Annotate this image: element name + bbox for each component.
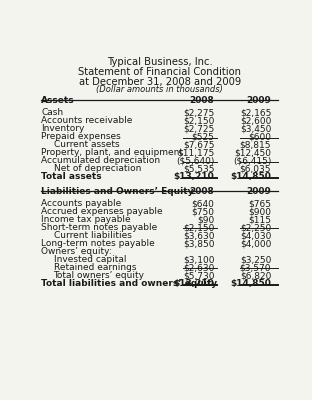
Text: $3,450: $3,450 (240, 124, 271, 133)
Text: $12,450: $12,450 (234, 148, 271, 158)
Text: Statement of Financial Condition: Statement of Financial Condition (78, 67, 241, 77)
Text: Accounts payable: Accounts payable (41, 199, 122, 208)
Text: $115: $115 (248, 215, 271, 224)
Text: (Dollar amounts in thousands): (Dollar amounts in thousands) (96, 85, 223, 94)
Text: $13,210: $13,210 (173, 279, 214, 288)
Text: $4,000: $4,000 (240, 239, 271, 248)
Text: $3,850: $3,850 (183, 239, 214, 248)
Text: $11,175: $11,175 (177, 148, 214, 158)
Text: $2,600: $2,600 (240, 116, 271, 125)
Text: $2,165: $2,165 (240, 108, 271, 117)
Text: $765: $765 (248, 199, 271, 208)
Text: $14,850: $14,850 (230, 172, 271, 182)
Text: 2009: 2009 (246, 187, 271, 196)
Text: $6,820: $6,820 (240, 271, 271, 280)
Text: $4,030: $4,030 (240, 231, 271, 240)
Text: Invested capital: Invested capital (54, 255, 126, 264)
Text: $14,850: $14,850 (230, 279, 271, 288)
Text: $5,535: $5,535 (183, 164, 214, 174)
Text: Long-term notes payable: Long-term notes payable (41, 239, 155, 248)
Text: $2,150: $2,150 (183, 223, 214, 232)
Text: $90: $90 (197, 215, 214, 224)
Text: Total assets: Total assets (41, 172, 102, 182)
Text: $2,630: $2,630 (183, 263, 214, 272)
Text: Inventory: Inventory (41, 124, 85, 133)
Text: ($6,415): ($6,415) (233, 156, 271, 166)
Text: Total owners’ equity: Total owners’ equity (54, 271, 144, 280)
Text: Retained earnings: Retained earnings (54, 263, 136, 272)
Text: $3,570: $3,570 (240, 263, 271, 272)
Text: 2008: 2008 (190, 187, 214, 196)
Text: Net of depreciation: Net of depreciation (54, 164, 141, 174)
Text: $2,725: $2,725 (183, 124, 214, 133)
Text: 2009: 2009 (246, 96, 271, 105)
Text: Owners’ equity:: Owners’ equity: (41, 247, 112, 256)
Text: $2,275: $2,275 (183, 108, 214, 117)
Text: Current liabilities: Current liabilities (54, 231, 131, 240)
Text: 2008: 2008 (190, 96, 214, 105)
Text: $5,730: $5,730 (183, 271, 214, 280)
Text: $640: $640 (192, 199, 214, 208)
Text: $525: $525 (192, 132, 214, 141)
Text: Current assets: Current assets (54, 140, 119, 150)
Text: $3,250: $3,250 (240, 255, 271, 264)
Text: $3,630: $3,630 (183, 231, 214, 240)
Text: Cash: Cash (41, 108, 64, 117)
Text: Liabilities and Owners’ Equity: Liabilities and Owners’ Equity (41, 187, 194, 196)
Text: Property, plant, and equipment: Property, plant, and equipment (41, 148, 183, 158)
Text: Accrued expenses payable: Accrued expenses payable (41, 207, 163, 216)
Text: Assets: Assets (41, 96, 75, 105)
Text: $6,035: $6,035 (240, 164, 271, 174)
Text: $600: $600 (248, 132, 271, 141)
Text: Accounts receivable: Accounts receivable (41, 116, 133, 125)
Text: $7,675: $7,675 (183, 140, 214, 150)
Text: Typical Business, Inc.: Typical Business, Inc. (107, 57, 213, 67)
Text: $2,250: $2,250 (240, 223, 271, 232)
Text: Accumulated depreciation: Accumulated depreciation (41, 156, 161, 166)
Text: at December 31, 2008 and 2009: at December 31, 2008 and 2009 (79, 77, 241, 87)
Text: $750: $750 (191, 207, 214, 216)
Text: ($5,640): ($5,640) (176, 156, 214, 166)
Text: Short-term notes payable: Short-term notes payable (41, 223, 158, 232)
Text: $13,210: $13,210 (173, 172, 214, 182)
Text: $3,100: $3,100 (183, 255, 214, 264)
Text: Total liabilities and owners’ equity: Total liabilities and owners’ equity (41, 279, 217, 288)
Text: $8,815: $8,815 (240, 140, 271, 150)
Text: $2,150: $2,150 (183, 116, 214, 125)
Text: $900: $900 (248, 207, 271, 216)
Text: Prepaid expenses: Prepaid expenses (41, 132, 121, 141)
Text: Income tax payable: Income tax payable (41, 215, 131, 224)
